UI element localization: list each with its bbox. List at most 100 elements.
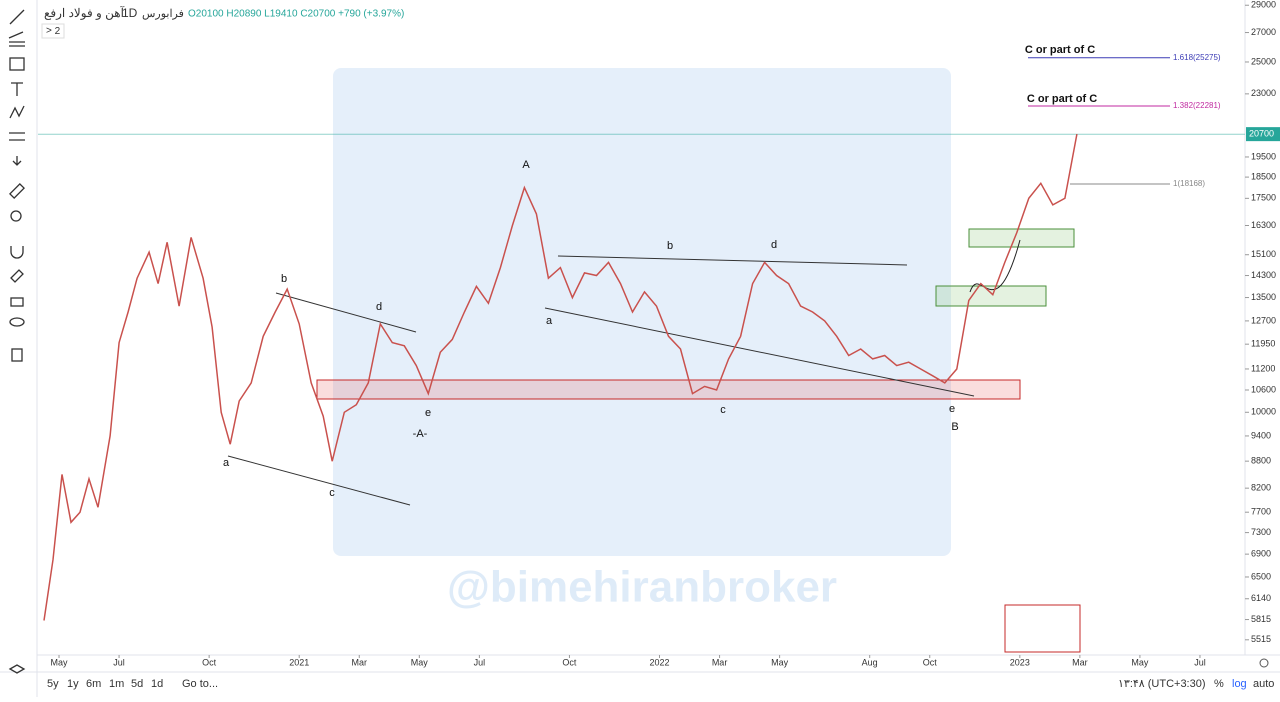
zone-lower: [935, 285, 1047, 307]
indicator-toggle[interactable]: [41, 23, 65, 39]
trend-line: [544, 307, 975, 397]
wave-label: C or part of C: [1027, 93, 1097, 105]
tool-trash[interactable]: [11, 348, 23, 362]
clock: ۱۳:۴۸ (UTC+3:30): [1118, 678, 1206, 690]
tool-layers[interactable]: [8, 664, 26, 674]
auto-toggle[interactable]: auto: [1253, 678, 1274, 690]
drawing-tools[interactable]: [8, 9, 26, 674]
x-tick-label: Mar: [352, 657, 368, 667]
x-tick-label: May: [1131, 657, 1149, 667]
wave-label: a: [223, 457, 230, 469]
wave-label: -A-: [413, 428, 428, 440]
tool-arrow[interactable]: [12, 156, 22, 166]
wave-label: e: [425, 407, 431, 419]
y-tick-label: 6900: [1251, 549, 1271, 559]
x-tick-label: Oct: [923, 657, 938, 667]
wave-label: a: [546, 315, 553, 327]
tool-text[interactable]: [11, 82, 23, 96]
y-tick-label: 7300: [1251, 527, 1271, 537]
tool-line[interactable]: [9, 9, 25, 25]
y-tick-label: 10000: [1251, 407, 1276, 417]
wave-label: C or part of C: [1025, 44, 1095, 56]
fib-label: 1.382(22281): [1173, 101, 1221, 110]
exchange: فرابورس: [142, 8, 184, 20]
x-tick-label: Mar: [1072, 657, 1088, 667]
y-tick-label: 19500: [1251, 151, 1276, 161]
x-tick-label: May: [771, 657, 789, 667]
tool-pattern[interactable]: [9, 105, 25, 119]
indicator-count: > 2: [46, 26, 61, 37]
drawings: [227, 228, 1081, 653]
trend-line: [557, 255, 908, 266]
range-button[interactable]: 5y: [47, 678, 59, 690]
y-tick-label: 6140: [1251, 593, 1271, 603]
last-price-label: 20700: [1249, 129, 1274, 139]
x-tick-label: Jul: [1194, 657, 1206, 667]
wave-label: b: [667, 240, 673, 252]
range-button[interactable]: 6m: [86, 678, 101, 690]
x-tick-label: Oct: [202, 657, 217, 667]
x-tick-label: Aug: [862, 657, 878, 667]
tool-magnet[interactable]: [10, 246, 24, 259]
wave-label: b: [281, 273, 287, 285]
y-tick-label: 7700: [1251, 507, 1271, 517]
tool-eye[interactable]: [9, 317, 25, 327]
interval: 1D: [122, 6, 138, 20]
range-button[interactable]: 1d: [151, 678, 163, 690]
y-tick-label: 16300: [1251, 220, 1276, 230]
last-price-tag: [1246, 127, 1280, 142]
wave-label: e: [949, 403, 955, 415]
x-tick-label: 2022: [649, 657, 669, 667]
tool-prediction[interactable]: [9, 132, 25, 141]
tool-lock-draw[interactable]: [10, 269, 24, 283]
wave-label: d: [771, 239, 777, 251]
x-tick-label: Jul: [474, 657, 486, 667]
fib-label: 1(18168): [1173, 179, 1205, 188]
x-tick-label: Mar: [712, 657, 728, 667]
volume-highlight: [1004, 604, 1081, 653]
settings-button[interactable]: [1259, 658, 1269, 668]
y-tick-label: 8800: [1251, 456, 1271, 466]
x-tick-label: 2023: [1010, 657, 1030, 667]
y-tick-label: 11950: [1251, 339, 1275, 349]
tool-zoom[interactable]: [10, 210, 22, 222]
y-tick-label: 8200: [1251, 483, 1271, 493]
wave-label: B: [951, 421, 958, 433]
wave-label: d: [376, 301, 382, 313]
watermark-text: @bimehiranbroker: [447, 563, 837, 612]
x-tick-label: Oct: [562, 657, 577, 667]
range-button[interactable]: 5d: [131, 678, 143, 690]
y-tick-label: 9400: [1251, 430, 1271, 440]
fib-label: 1.618(25275): [1173, 53, 1221, 62]
x-tick-label: Jul: [113, 657, 125, 667]
y-tick-label: 27000: [1251, 27, 1276, 37]
tool-rect[interactable]: [9, 57, 25, 71]
range-button[interactable]: 1y: [67, 678, 79, 690]
log-toggle[interactable]: log: [1232, 678, 1247, 690]
x-tick-label: May: [411, 657, 429, 667]
y-tick-label: 23000: [1251, 88, 1276, 98]
tool-fib[interactable]: [8, 31, 25, 47]
x-tick-label: 2021: [289, 657, 309, 667]
bottom-toolbar: 5y 1y 6m 1m 5d 1d Go to... ۱۳:۴۸ (UTC+3:…: [47, 678, 1274, 690]
y-tick-label: 11200: [1251, 363, 1275, 373]
trend-line: [227, 455, 411, 506]
price-line: [43, 133, 1078, 621]
x-tick-label: May: [51, 657, 69, 667]
tool-lock[interactable]: [10, 297, 24, 307]
wave-label: c: [720, 404, 726, 416]
percent-toggle[interactable]: %: [1214, 678, 1224, 690]
y-tick-label: 25000: [1251, 56, 1276, 66]
y-tick-label: 29000: [1251, 0, 1276, 10]
legend-header: آهن و فولاد ارفع 1D فرابورس O20100 H2089…: [41, 5, 404, 39]
goto-button[interactable]: Go to...: [182, 678, 218, 690]
y-tick-label: 13500: [1251, 292, 1276, 302]
y-tick-label: 12700: [1251, 315, 1276, 325]
tool-ruler[interactable]: [9, 183, 25, 199]
range-button[interactable]: 1m: [109, 678, 124, 690]
trend-line: [275, 292, 417, 333]
y-tick-label: 15100: [1251, 249, 1276, 259]
wave-label: c: [329, 487, 335, 499]
